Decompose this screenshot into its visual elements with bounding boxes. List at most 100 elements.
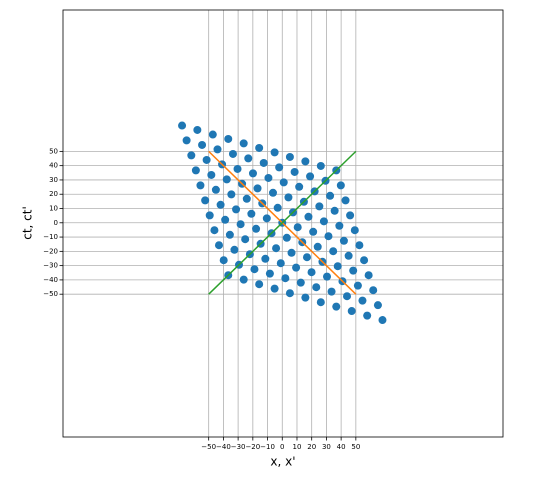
y-tick-label: −40: [43, 276, 58, 284]
scatter-point: [306, 172, 315, 181]
scatter-point: [281, 274, 290, 283]
scatter-point: [304, 212, 313, 221]
scatter-point: [242, 194, 251, 203]
scatter-point: [232, 205, 241, 214]
scatter-point: [319, 217, 328, 226]
scatter-point: [221, 215, 230, 224]
scatter-point: [261, 254, 270, 263]
axes-frame: [62, 9, 504, 438]
scatter-point: [355, 241, 364, 250]
scatter-point: [285, 152, 294, 161]
scatter-point: [358, 296, 367, 305]
scatter-point: [369, 286, 378, 295]
scatter-point: [301, 157, 310, 166]
scatter-point: [330, 206, 339, 215]
scatter-point: [207, 170, 216, 179]
scatter-point: [290, 167, 299, 176]
scatter-point: [346, 211, 355, 220]
scatter-point: [347, 307, 356, 316]
x-tick-label: 20: [307, 443, 316, 451]
scatter-point: [191, 166, 200, 175]
plot-marks: [178, 121, 387, 325]
scatter-point: [178, 121, 187, 130]
scatter-point: [276, 259, 285, 268]
scatter-point: [198, 140, 207, 149]
scatter-point: [262, 214, 271, 223]
scatter-point: [270, 148, 279, 157]
scatter-point: [287, 248, 296, 257]
y-tick-label: 30: [49, 176, 58, 184]
scatter-point: [309, 227, 318, 236]
x-tick-label: −20: [245, 443, 260, 451]
y-tick-label: −30: [43, 262, 58, 270]
scatter-point: [284, 193, 293, 202]
scatter-point: [244, 154, 253, 163]
scatter-point: [213, 145, 222, 154]
x-tick-label: 40: [337, 443, 346, 451]
scatter-point: [323, 272, 331, 281]
scatter-point: [343, 292, 352, 301]
scatter-point: [187, 151, 196, 160]
scatter-point: [373, 301, 382, 310]
scatter-point: [363, 311, 372, 320]
scatter-point: [222, 175, 231, 184]
scatter-point: [201, 196, 210, 205]
scatter-point: [313, 242, 322, 251]
scatter-point: [349, 266, 358, 275]
scatter-point: [236, 220, 245, 229]
scatter-point: [241, 235, 250, 244]
scatter-point: [307, 268, 316, 277]
scatter-point: [205, 211, 214, 220]
scatter-point: [247, 209, 256, 218]
y-tick-label: 50: [49, 147, 58, 155]
scatter-point: [216, 200, 225, 209]
scatter-point: [312, 283, 321, 292]
scatter-point: [182, 136, 191, 145]
x-axis-label: x, x': [270, 455, 295, 469]
scatter-point: [248, 169, 257, 178]
scatter-point: [335, 221, 344, 230]
y-tick-label: 10: [49, 205, 58, 213]
scatter-point: [301, 293, 310, 302]
scatter-point: [250, 265, 259, 274]
scatter-point: [273, 203, 282, 212]
scatter-point: [282, 233, 291, 242]
scatter-point: [378, 316, 387, 325]
scatter-point: [327, 287, 336, 296]
y-tick-label: 20: [49, 190, 58, 198]
x-tick-label: 10: [293, 443, 302, 451]
scatter-point: [239, 275, 248, 284]
scatter-point: [295, 182, 304, 191]
y-tick-label: −50: [43, 290, 58, 298]
scatter-point: [350, 226, 359, 235]
scatter-point: [196, 181, 205, 190]
scatter-point: [279, 178, 288, 187]
x-tick-label: −10: [260, 443, 275, 451]
scatter-point: [272, 244, 281, 253]
scatter-point: [329, 247, 338, 256]
x-tick-label: 30: [322, 443, 331, 451]
scatter-point: [324, 232, 333, 241]
scatter-point: [239, 139, 248, 148]
scatter-point: [252, 224, 261, 233]
scatter-point: [316, 161, 325, 170]
scatter-point: [211, 185, 220, 194]
scatter-point: [233, 164, 242, 173]
scatter-point: [225, 230, 234, 239]
scatter-point: [364, 271, 373, 280]
scatter-point: [270, 284, 279, 293]
scatter-point: [285, 289, 294, 298]
x-tick-label: 0: [280, 443, 284, 451]
scatter-point: [341, 196, 350, 205]
x-tick-label: −50: [201, 443, 216, 451]
scatter-point: [315, 202, 324, 211]
scatter-point: [293, 223, 302, 232]
scatter-point: [230, 245, 239, 254]
scatter-point: [275, 163, 284, 172]
scatter-point: [333, 262, 342, 271]
scatter-point: [193, 125, 202, 134]
scatter-point: [353, 281, 362, 290]
x-tick-label: 50: [351, 443, 360, 451]
scatter-point: [316, 298, 325, 307]
